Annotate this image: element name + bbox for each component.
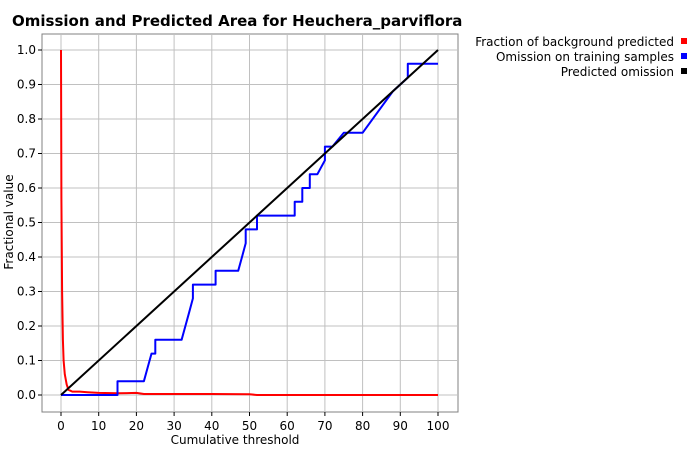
series-line-predicted-omission: [60, 49, 439, 396]
x-tick-label: 0: [57, 419, 65, 433]
legend: Fraction of background predictedOmission…: [475, 35, 687, 79]
x-tick-label: 50: [242, 419, 257, 433]
legend-label: Omission on training samples: [496, 50, 674, 64]
legend-label: Predicted omission: [561, 65, 674, 79]
x-tick-label: 40: [204, 419, 219, 433]
x-axis-ticks: 0 10 20 30 40 50 60 70 80 90 100: [57, 412, 449, 433]
y-tick-label: 0.4: [17, 250, 36, 264]
x-tick-label: 70: [317, 419, 332, 433]
x-tick-label: 30: [166, 419, 181, 433]
y-tick-label: 0.5: [17, 216, 36, 230]
x-tick-label: 90: [393, 419, 408, 433]
y-tick-label: 0.9: [17, 78, 36, 92]
legend-swatch: [681, 38, 687, 44]
chart-title: Omission and Predicted Area for Heuchera…: [12, 12, 462, 30]
y-tick-label: 0.3: [17, 285, 36, 299]
y-tick-label: 0.0: [17, 388, 36, 402]
y-tick-label: 1.0: [17, 43, 36, 57]
legend-swatch: [681, 68, 687, 74]
y-tick-label: 0.7: [17, 147, 36, 161]
x-tick-label: 20: [129, 419, 144, 433]
series-line-fraction-of-background-predicted: [60, 49, 438, 396]
x-tick-label: 10: [91, 419, 106, 433]
x-tick-label: 100: [427, 419, 450, 433]
y-tick-label: 0.1: [17, 354, 36, 368]
y-tick-label: 0.2: [17, 319, 36, 333]
grid: [42, 34, 458, 412]
x-axis-label: Cumulative threshold: [171, 433, 300, 447]
y-tick-label: 0.6: [17, 181, 36, 195]
y-axis-ticks: 0.0 0.1 0.2 0.3 0.4 0.5 0.6 0.7 0.8 0.9 1.0: [17, 43, 42, 402]
x-tick-label: 80: [355, 419, 370, 433]
x-tick-label: 60: [280, 419, 295, 433]
legend-swatch: [681, 53, 687, 59]
series-lines: [60, 49, 439, 396]
y-axis-label: Fractional value: [2, 174, 16, 269]
y-tick-label: 0.8: [17, 112, 36, 126]
legend-label: Fraction of background predicted: [475, 35, 674, 49]
